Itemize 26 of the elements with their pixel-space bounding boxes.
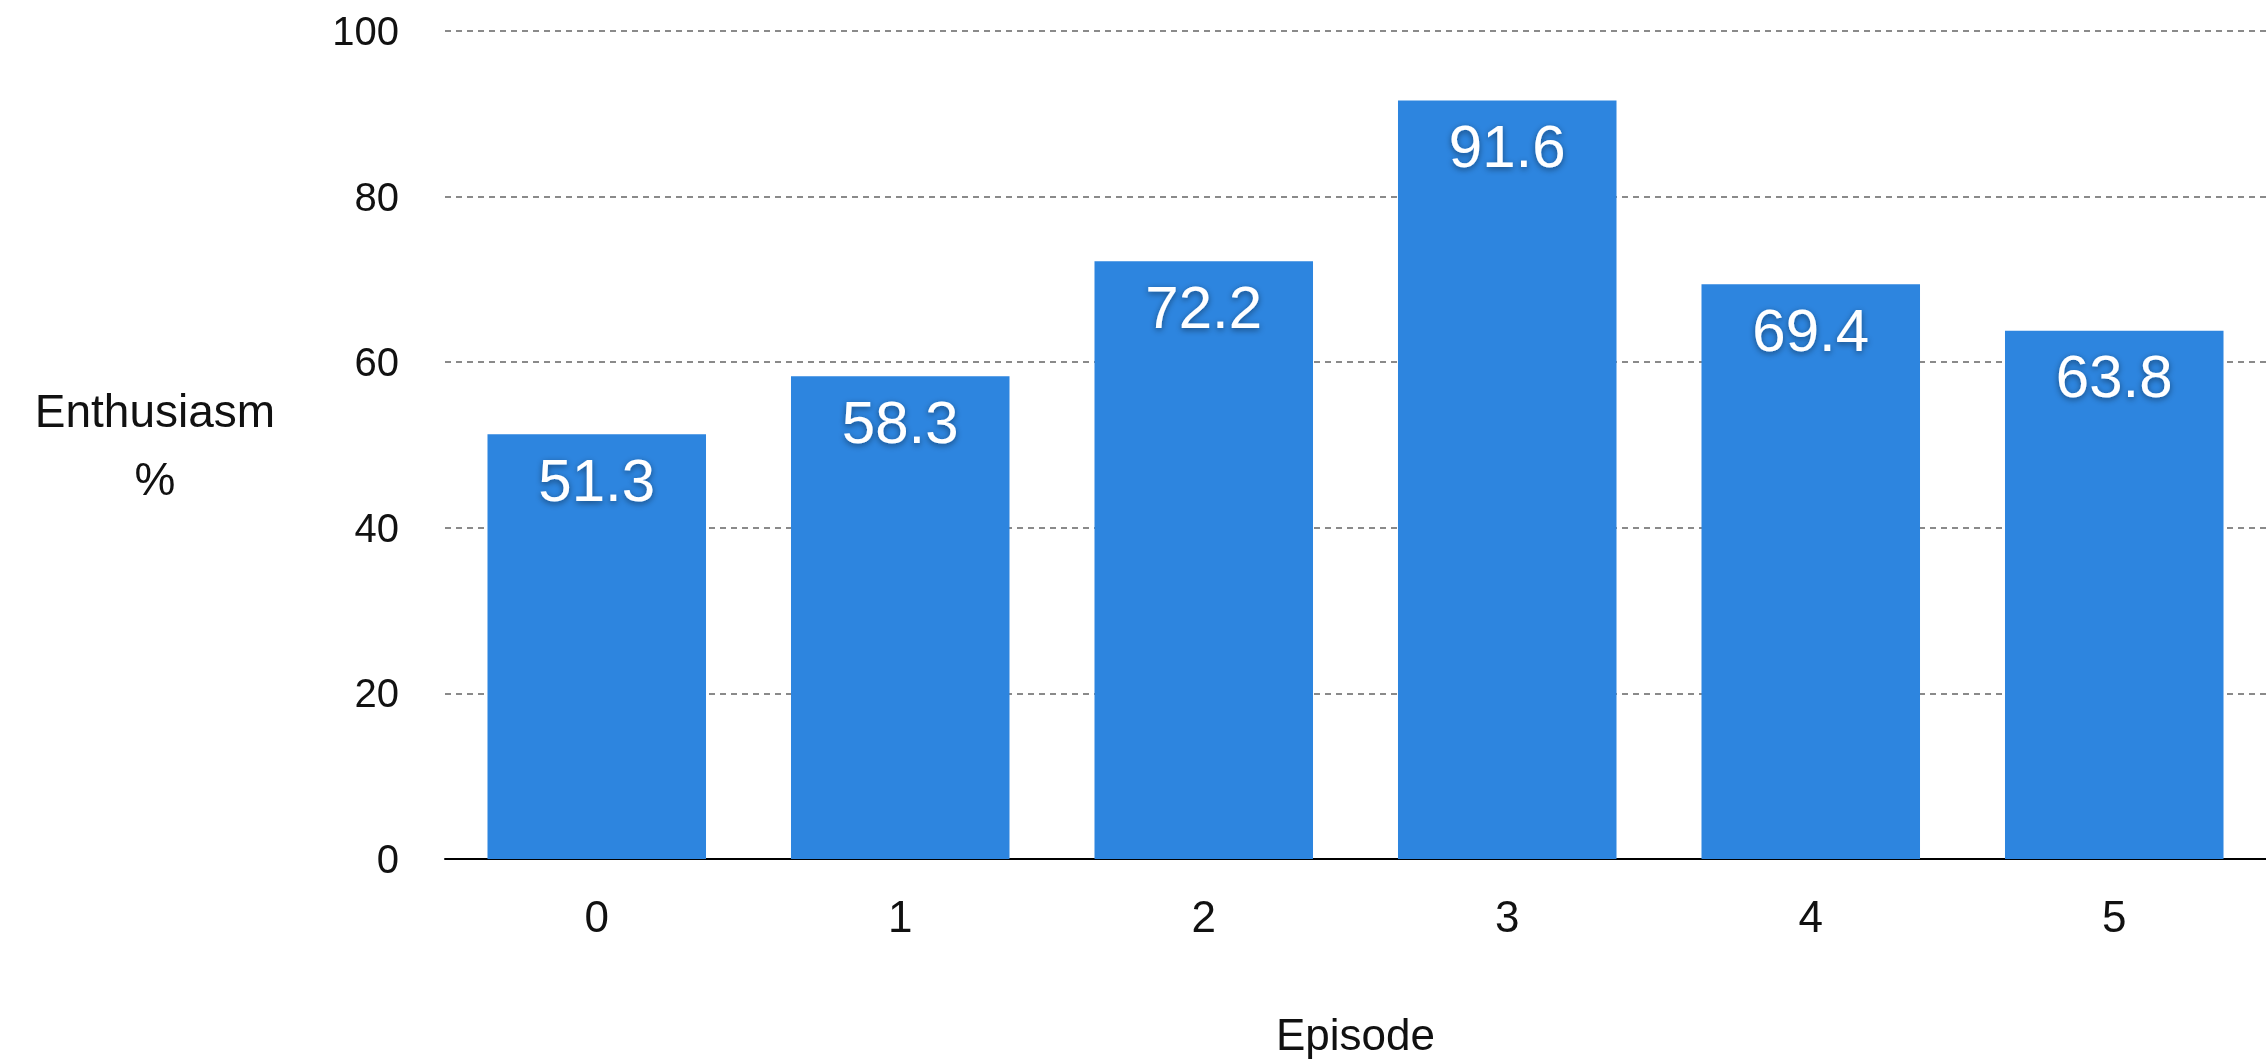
x-tick-label: 1	[888, 891, 913, 941]
y-tick-label: 80	[354, 174, 399, 219]
data-label: 63.8	[2055, 343, 2173, 411]
bar	[790, 376, 1010, 859]
y-tick-label: 100	[332, 9, 399, 53]
x-tick-label: 0	[584, 891, 609, 941]
x-tick-label: 2	[1191, 891, 1216, 941]
data-label: 58.3	[841, 388, 959, 456]
data-label: 72.2	[1145, 273, 1263, 341]
y-tick-label: 0	[376, 837, 399, 881]
y-tick-label: 40	[354, 505, 399, 550]
y-tick-label: 60	[354, 340, 399, 385]
x-tick-label: 3	[1495, 891, 1520, 941]
y-tick-label: 20	[354, 671, 399, 716]
data-label: 91.6	[1448, 113, 1566, 181]
x-axis-title: Episode	[1275, 1009, 1436, 1059]
x-tick-label: 5	[2102, 891, 2127, 941]
bar	[487, 434, 707, 859]
data-label: 69.4	[1752, 296, 1870, 364]
bar	[2004, 330, 2224, 859]
x-tick-label: 4	[1798, 891, 1823, 941]
bar	[1094, 261, 1314, 859]
y-axis-title: Enthusiasm %	[34, 385, 276, 505]
data-label: 51.3	[538, 446, 656, 514]
bar	[1397, 100, 1617, 859]
bar	[1701, 284, 1921, 859]
